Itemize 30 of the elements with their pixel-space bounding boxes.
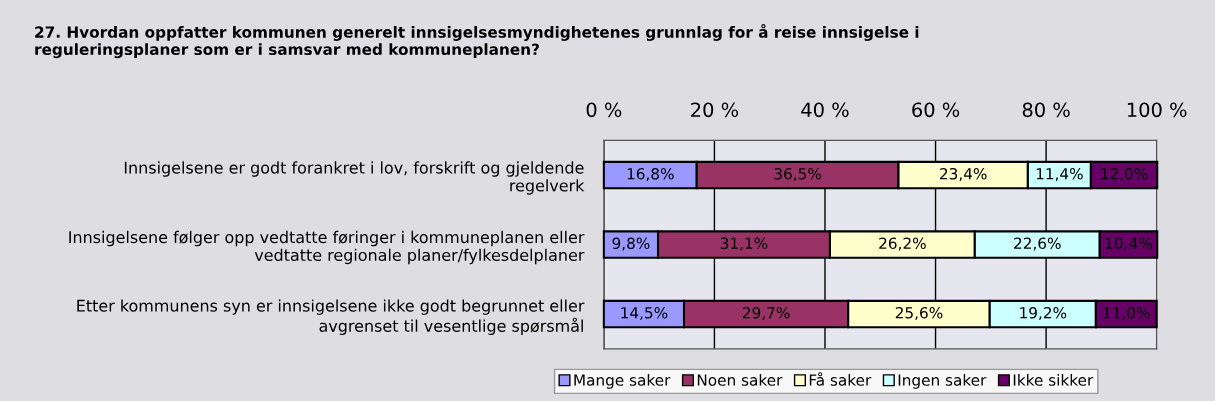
- legend-label: Noen saker: [697, 373, 783, 386]
- text: 27. Hvordan oppfatter kommunen generelt innsigelsesmyndighetenes grunnlag for å reise innsigelse i reguleringsplaner som er i samsvar med kommuneplanen?: [35, 24, 919, 59]
- x-tick-label: 0 %: [586, 102, 622, 118]
- x-tick-label: 40 %: [801, 102, 849, 118]
- data-label: 12,0%: [1101, 167, 1148, 182]
- data-label: 11,0%: [1103, 306, 1150, 321]
- legend-label: Mange saker: [574, 373, 671, 389]
- legend-label: Få saker: [809, 372, 872, 386]
- data-label: 16,8%: [627, 167, 674, 182]
- data-label: 10,4%: [1105, 237, 1152, 251]
- data-label: 25,6%: [895, 306, 943, 321]
- data-label: 31,1%: [720, 237, 768, 251]
- data-label: 9,8%: [612, 237, 650, 251]
- data-label: 11,4%: [1036, 167, 1083, 182]
- data-label: 14,5%: [621, 306, 668, 321]
- x-tick-label: 80 %: [1022, 102, 1070, 118]
- x-tick-label: 20 %: [691, 102, 739, 118]
- legend-label: Ingen saker: [898, 373, 987, 389]
- y-tick-label: Etter kommunens syn er innsigelsene ikke godt begrunnet eller avgrenset til vesentlige spørsmål: [77, 299, 585, 335]
- data-label: 22,6%: [1014, 237, 1061, 251]
- data-label: 19,2%: [1020, 306, 1067, 321]
- legend-label: Ikke sikker: [1013, 373, 1094, 386]
- data-label: 36,5%: [774, 167, 822, 182]
- x-tick-label: 60 %: [912, 102, 960, 118]
- y-tick-label: Innsigelsene følger opp vedtatte føringer i kommuneplanen eller vedtatte regionale planer/fylkesdelplaner: [69, 230, 585, 265]
- data-label: 26,2%: [879, 237, 926, 251]
- data-label: 23,4%: [940, 167, 987, 182]
- data-label: 29,7%: [742, 306, 790, 321]
- y-tick-label: Innsigelsene er godt forankret i lov, forskrift og gjeldende regelverk: [124, 161, 585, 195]
- x-tick-label: 100 %: [1127, 102, 1187, 118]
